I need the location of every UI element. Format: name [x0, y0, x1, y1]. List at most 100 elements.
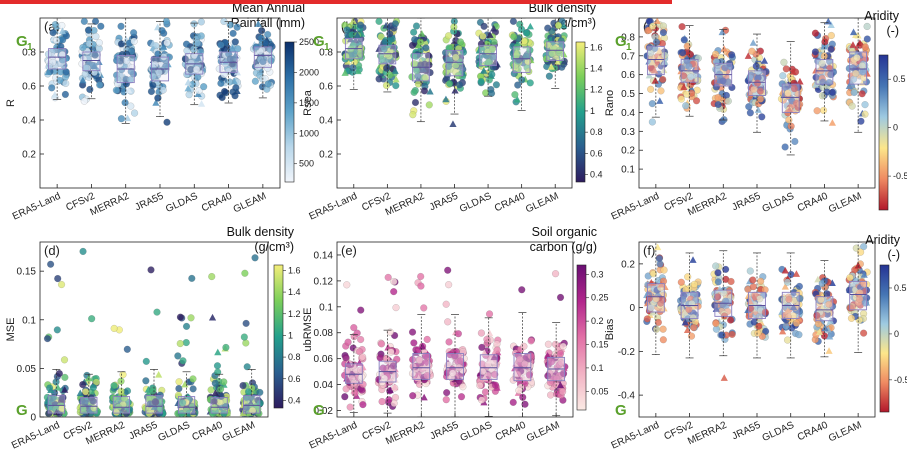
data-point	[213, 362, 222, 370]
data-point	[647, 85, 655, 93]
data-point	[860, 280, 868, 288]
colorbar	[879, 264, 890, 413]
colorbar-tick-label: 1.2	[590, 85, 603, 95]
data-point	[651, 77, 659, 84]
data-point	[852, 69, 860, 78]
corner-subscript: 1	[27, 42, 33, 53]
colorbar-tick-label: 1.6	[590, 42, 603, 52]
data-point	[783, 278, 792, 286]
data-point	[183, 47, 191, 55]
data-point	[445, 281, 453, 289]
data-point	[513, 95, 521, 103]
data-point	[762, 68, 770, 76]
data-point	[123, 345, 131, 353]
data-point	[559, 342, 567, 350]
data-point	[179, 399, 187, 407]
data-point	[341, 393, 349, 401]
data-point	[677, 95, 685, 103]
data-point	[516, 355, 524, 363]
colorbar-tick-label: 0.05	[591, 386, 609, 396]
box	[513, 353, 532, 382]
data-point	[390, 288, 398, 296]
data-point	[678, 23, 686, 31]
data-point	[349, 64, 357, 72]
data-point	[152, 99, 160, 106]
data-point	[409, 111, 417, 119]
data-point	[827, 45, 835, 53]
colorbar-tick-label: 1.2	[288, 309, 301, 319]
data-point	[151, 398, 159, 406]
points-layer	[43, 247, 264, 417]
box	[815, 59, 834, 85]
data-point	[755, 322, 763, 330]
x-tick-label: ERA5-Land	[11, 191, 63, 223]
y-tick-label: 0.8	[319, 48, 333, 59]
colorbar-title-line: (g/cm³)	[254, 240, 294, 254]
colorbar-title-line: Bulk density	[227, 225, 295, 239]
data-point	[242, 339, 250, 347]
colorbar-tick-label: 500	[299, 159, 314, 169]
y-tick-label: 0.02	[314, 406, 334, 417]
box	[479, 44, 497, 67]
data-point	[648, 58, 656, 66]
data-point	[214, 348, 222, 356]
y-axis-label: R	[5, 99, 17, 107]
data-point	[753, 79, 762, 87]
data-point	[820, 42, 828, 50]
data-point	[46, 384, 54, 392]
x-tick-label: MERRA2	[686, 191, 729, 219]
data-point	[445, 44, 453, 52]
data-point	[60, 356, 69, 364]
data-point	[92, 378, 100, 386]
data-point	[515, 386, 523, 395]
data-point	[56, 76, 64, 84]
data-point	[456, 38, 465, 46]
data-point	[712, 319, 720, 327]
data-point	[188, 402, 196, 411]
data-point	[226, 78, 234, 86]
data-point	[445, 338, 453, 346]
x-tick-label: ERA5-Land	[610, 420, 662, 450]
data-point	[690, 280, 698, 288]
data-point	[785, 116, 793, 124]
colorbar	[284, 41, 295, 183]
box	[243, 395, 261, 414]
data-point	[784, 307, 792, 314]
data-point	[559, 388, 567, 396]
corner-subscript: 1	[626, 42, 632, 53]
data-point	[356, 21, 365, 29]
data-point	[174, 352, 182, 360]
data-point	[110, 324, 118, 332]
data-point	[683, 90, 691, 98]
data-point	[256, 388, 264, 396]
colorbar-tick-label: 0.8	[590, 127, 603, 137]
x-tick-label: ERA5-Land	[308, 420, 360, 450]
data-point	[718, 28, 726, 36]
y-tick-label: 0.6	[22, 82, 36, 93]
data-point	[449, 120, 457, 127]
data-point	[355, 39, 363, 46]
data-point	[480, 22, 488, 30]
data-point	[251, 77, 259, 85]
box	[849, 280, 868, 311]
data-point	[795, 282, 803, 290]
y-tick-label: 0.1	[319, 302, 333, 313]
box	[344, 363, 363, 384]
data-point	[142, 377, 150, 385]
data-point	[476, 381, 484, 390]
colorbar-tick-label: 1500	[299, 98, 319, 108]
data-point	[130, 37, 138, 45]
data-point	[391, 20, 399, 28]
data-point	[684, 273, 692, 281]
y-tick-label: 0.5	[621, 89, 635, 100]
data-point	[679, 49, 687, 57]
data-point	[52, 408, 61, 416]
data-point	[410, 28, 418, 36]
data-point	[452, 53, 460, 61]
data-point	[383, 64, 391, 72]
data-point	[479, 51, 488, 58]
data-point	[189, 385, 197, 393]
data-point	[758, 113, 766, 121]
data-point	[486, 329, 494, 337]
